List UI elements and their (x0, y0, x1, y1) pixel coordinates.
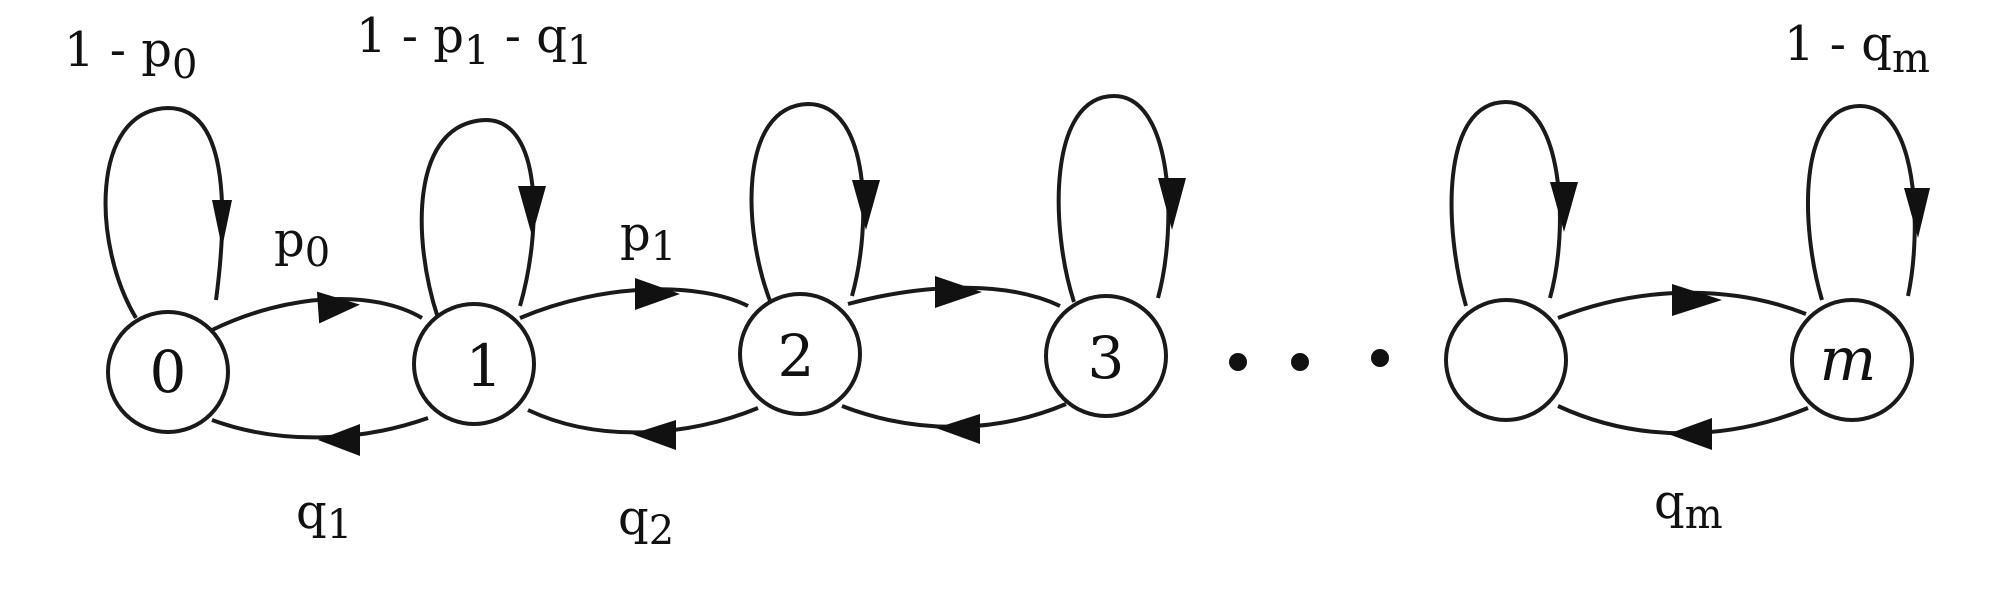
arrowhead-backward-3-2 (936, 414, 980, 444)
backward-label-1-0: q1 (296, 484, 352, 548)
state-m-circle (1790, 298, 1914, 422)
self-loop-m-label: 1 - qm (1784, 16, 1930, 82)
arrowhead-backward-m-blank (1668, 418, 1712, 450)
self-loop-3 (1056, 93, 1171, 303)
state-3-circle (1044, 294, 1168, 418)
edge-forward-1-2 (519, 287, 749, 320)
state-1-label: 1 (466, 332, 503, 400)
state-0-circle (106, 310, 230, 434)
state-2-label: 2 (778, 322, 815, 390)
state-3-label: 3 (1088, 324, 1125, 392)
edge-forward-0-1 (211, 296, 424, 332)
self-loop-2 (749, 101, 866, 307)
self-loop-m-arrowhead (1904, 188, 1930, 238)
arrowhead-forward-2-3 (935, 276, 982, 308)
edge-backward-2-1 (527, 406, 759, 435)
arrowhead-forward-0-1 (316, 291, 360, 324)
ellipsis-dot-3 (1371, 349, 1389, 367)
forward-label-1-2: p1 (620, 206, 676, 270)
self-loop-m (1806, 103, 1917, 301)
edge-backward-1-0 (211, 416, 429, 440)
state-0-label: 0 (150, 338, 187, 406)
arrowhead-backward-2-1 (632, 420, 676, 450)
state-1-circle (412, 302, 536, 426)
self-loop-0-arrowhead (212, 200, 232, 248)
arrowhead-forward-1-2 (635, 278, 680, 310)
arrowhead-backward-1-0 (318, 424, 360, 456)
self-loop-blank-arrowhead (1550, 182, 1578, 232)
backward-label-m-prev: qm (1654, 474, 1723, 538)
self-loop-1-label: 1 - p1 - q1 (356, 8, 592, 74)
state-2-circle (738, 292, 862, 416)
forward-label-0-1: p0 (274, 212, 330, 276)
self-loop-1 (419, 117, 536, 319)
self-loop-0 (103, 105, 225, 320)
backward-label-2-1: q2 (618, 490, 674, 554)
ellipsis-dot-2 (1291, 353, 1309, 371)
self-loop-2-arrowhead (852, 180, 880, 230)
state-m-label: m (1820, 325, 1877, 395)
state-blank-circle (1444, 298, 1568, 422)
self-loop-1-arrowhead (518, 186, 546, 236)
self-loop-3-arrowhead (1158, 178, 1186, 230)
self-loop-blank (1449, 99, 1562, 307)
ellipsis-dot-1 (1229, 353, 1247, 371)
self-loop-0-label: 1 - p0 (64, 22, 197, 88)
arrowhead-forward-blank-m (1672, 284, 1722, 316)
